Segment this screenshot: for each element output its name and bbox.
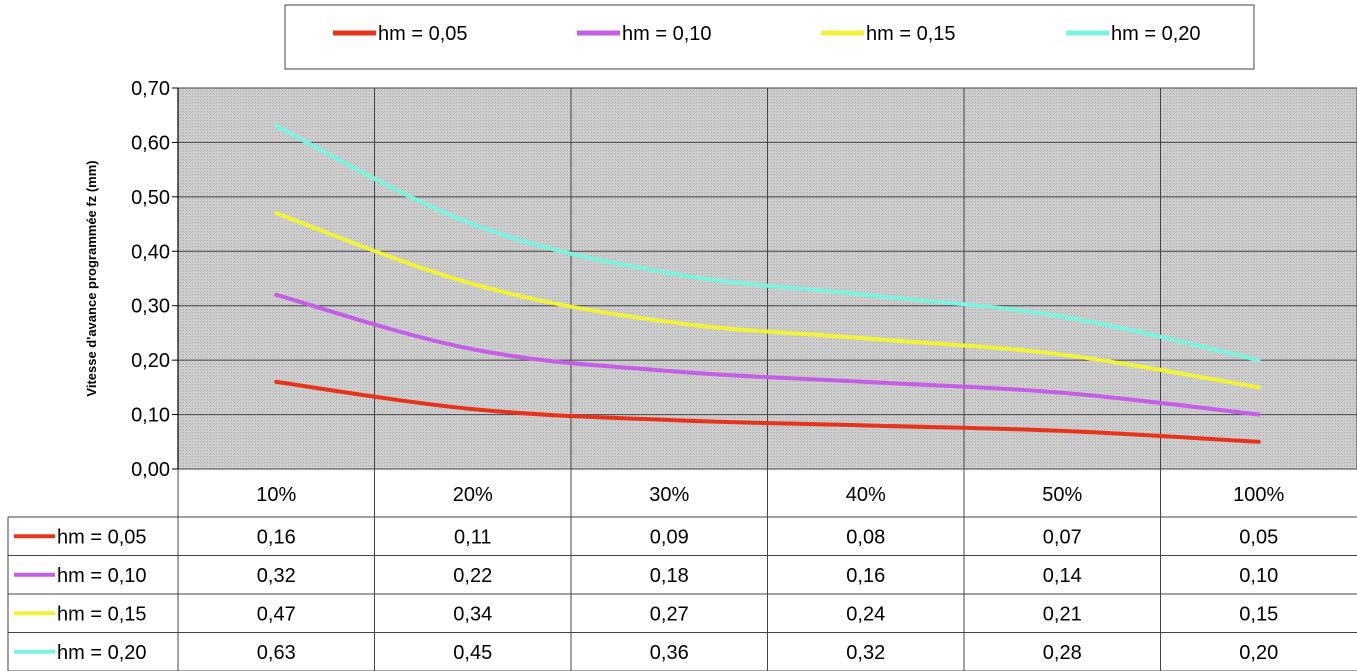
table-row: hm = 0,10 0,32 0,22 0,18 0,16 0,14 0,10 [14, 565, 1278, 587]
data-label: 0,24 [846, 603, 885, 625]
data-label: 0,21 [1043, 603, 1082, 625]
data-label: 0,07 [1043, 526, 1082, 548]
data-table: 10% 20% 30% 40% 50% 100% hm = 0,05 0,16 0,11 0,09… [7, 469, 1357, 671]
y-axis-label: Vitesse d'avance programmée fz (mm) [84, 160, 99, 396]
data-label: 0,34 [453, 603, 492, 625]
data-label: 0,16 [846, 565, 885, 587]
data-label: 0,63 [257, 642, 296, 664]
table-row-label: hm = 0,05 [57, 526, 147, 548]
data-label: 0,32 [257, 565, 296, 587]
x-tick-label: 40% [846, 484, 886, 506]
x-tick-label: 20% [453, 484, 493, 506]
data-label: 0,36 [650, 642, 689, 664]
legend-label: hm = 0,15 [866, 23, 956, 45]
y-tick-label: 0,20 [131, 350, 170, 372]
legend-label: hm = 0,20 [1111, 23, 1201, 45]
data-label: 0,16 [257, 526, 296, 548]
y-tick-label: 0,30 [131, 296, 170, 318]
data-label: 0,15 [1239, 603, 1278, 625]
data-label: 0,14 [1043, 565, 1082, 587]
table-row-label: hm = 0,15 [57, 603, 147, 625]
x-tick-label: 50% [1042, 484, 1082, 506]
table-row-label: hm = 0,20 [57, 642, 147, 664]
y-tick-label: 0,40 [131, 241, 170, 263]
data-label: 0,09 [650, 526, 689, 548]
series-lines [274, 124, 1261, 444]
y-tick-label: 0,60 [131, 132, 170, 154]
data-label: 0,18 [650, 565, 689, 587]
legend-label: hm = 0,05 [378, 23, 468, 45]
legend: hm = 0,05 hm = 0,10 hm = 0,15 hm = 0,20 [284, 4, 1255, 70]
table-row: hm = 0,05 0,16 0,11 0,09 0,08 0,07 0,05 [14, 526, 1278, 548]
data-label: 0,20 [1239, 642, 1278, 664]
plot-area [177, 87, 1357, 470]
series-line [274, 292, 1261, 417]
y-axis: 0,00 0,10 0,20 0,30 0,40 0,50 0,60 0,70 Vitesse … [84, 78, 179, 481]
legend-label: hm = 0,10 [622, 23, 712, 45]
data-label: 0,08 [846, 526, 885, 548]
table-row-label: hm = 0,10 [57, 565, 147, 587]
x-tick-label: 10% [256, 484, 296, 506]
data-label: 0,10 [1239, 565, 1278, 587]
y-tick-label: 0,70 [131, 78, 170, 100]
x-tick-label: 100% [1233, 484, 1284, 506]
series-line [274, 124, 1261, 363]
y-tick-label: 0,10 [131, 405, 170, 427]
x-tick-label: 30% [649, 484, 689, 506]
table-row: hm = 0,15 0,47 0,34 0,27 0,24 0,21 0,15 [14, 603, 1278, 625]
data-label: 0,45 [453, 642, 492, 664]
legend-item: hm = 0,15 [821, 23, 956, 45]
data-label: 0,32 [846, 642, 885, 664]
legend-box [284, 4, 1255, 70]
data-label: 0,11 [454, 526, 491, 548]
series-line [274, 379, 1261, 444]
data-label: 0,28 [1043, 642, 1082, 664]
table-row: hm = 0,20 0,63 0,45 0,36 0,32 0,28 0,20 [14, 642, 1278, 664]
series-line [274, 211, 1261, 390]
legend-item: hm = 0,05 [333, 23, 468, 45]
data-label: 0,47 [257, 603, 296, 625]
legend-item: hm = 0,20 [1066, 23, 1201, 45]
data-label: 0,22 [453, 565, 492, 587]
data-label: 0,27 [650, 603, 689, 625]
y-tick-label: 0,50 [131, 187, 170, 209]
legend-item: hm = 0,10 [577, 23, 712, 45]
data-label: 0,05 [1239, 526, 1278, 548]
y-tick-label: 0,00 [131, 459, 170, 481]
